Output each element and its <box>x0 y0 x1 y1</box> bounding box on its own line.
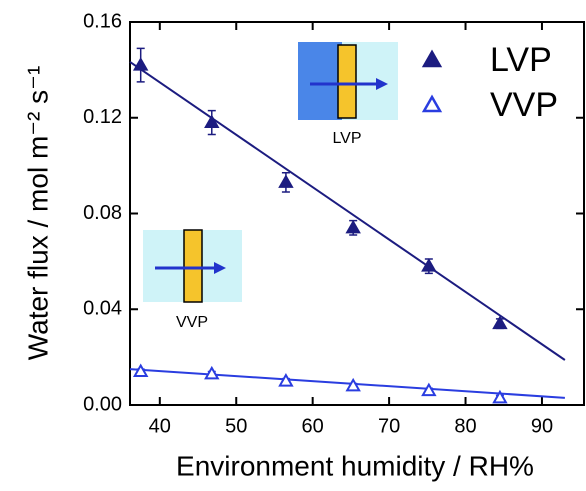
legend-label: VVP <box>490 86 558 124</box>
point <box>278 373 294 387</box>
legend-marker <box>421 94 443 113</box>
y-tick-label: 0.08 <box>83 202 122 224</box>
inset-lvp: LVP <box>298 42 398 147</box>
point <box>345 377 361 392</box>
point <box>278 174 294 188</box>
point <box>421 382 437 397</box>
y-axis-label: Water flux / mol m⁻² s⁻¹ <box>22 66 53 361</box>
legend-label: LVP <box>490 41 552 79</box>
point <box>132 57 149 71</box>
point <box>204 114 220 129</box>
point <box>132 363 149 377</box>
legend-marker <box>421 49 443 68</box>
x-axis-label: Environment humidity / RH% <box>176 450 534 481</box>
point <box>345 219 361 234</box>
point <box>421 258 437 272</box>
x-tick-label: 50 <box>225 415 247 437</box>
x-tick-label: 40 <box>149 415 171 437</box>
point <box>492 389 508 404</box>
x-tick-label: 60 <box>302 415 324 437</box>
y-tick-label: 0.00 <box>83 393 122 415</box>
point <box>492 315 508 330</box>
y-tick-label: 0.12 <box>83 106 122 128</box>
membrane <box>183 229 203 303</box>
y-tick-label: 0.04 <box>83 298 122 320</box>
fit-line <box>129 368 565 399</box>
point <box>204 365 220 380</box>
x-tick-label: 90 <box>531 415 553 437</box>
fit-line <box>129 61 566 361</box>
inset-label: VVP <box>176 314 208 331</box>
membrane <box>337 44 357 119</box>
inset-vvp: VVP <box>143 229 242 331</box>
y-tick-label: 0.16 <box>83 10 122 32</box>
inset-label: LVP <box>332 130 361 147</box>
liquid-side <box>298 42 342 120</box>
arrow-head <box>214 262 226 274</box>
arrow-head <box>376 78 388 90</box>
x-tick-label: 70 <box>378 415 400 437</box>
x-tick-label: 80 <box>454 415 476 437</box>
